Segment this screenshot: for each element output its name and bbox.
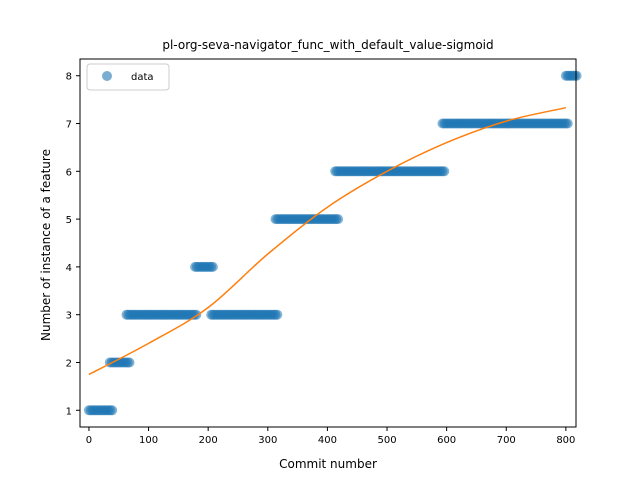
x-tick-label: 0 xyxy=(86,435,92,446)
x-tick-label: 400 xyxy=(318,435,337,446)
y-tick-label: 6 xyxy=(66,167,72,178)
y-tick-label: 4 xyxy=(66,263,72,274)
y-tick-label: 2 xyxy=(66,358,72,369)
legend-marker-data xyxy=(102,71,112,81)
data-point xyxy=(562,118,573,129)
legend: data xyxy=(86,63,170,91)
x-tick-label: 200 xyxy=(199,435,218,446)
x-tick-label: 800 xyxy=(556,435,575,446)
x-tick-label: 700 xyxy=(497,435,516,446)
data-point xyxy=(207,261,218,272)
y-tick-label: 8 xyxy=(66,72,72,83)
x-axis-label: Commit number xyxy=(279,457,377,471)
chart-title: pl-org-seva-navigator_func_with_default_… xyxy=(162,38,493,52)
data-point xyxy=(124,357,135,368)
plot-area: 0 100 200 300 400 500 600 700 800 1 2 3 4 5 6 7 8 xyxy=(66,58,582,446)
data-point xyxy=(272,309,283,320)
y-tick-label: 5 xyxy=(66,215,72,226)
y-tick-label: 7 xyxy=(66,120,72,131)
data-point xyxy=(439,166,450,177)
y-axis-label: Number of instance of a feature xyxy=(39,149,53,341)
fit-line xyxy=(88,106,567,376)
legend-label-data: data xyxy=(131,72,154,83)
data-point xyxy=(333,214,344,225)
data-point xyxy=(571,70,582,81)
y-tick-label: 3 xyxy=(66,311,72,322)
data-point xyxy=(107,405,118,416)
x-tick-label: 100 xyxy=(139,435,158,446)
x-tick-label: 600 xyxy=(437,435,456,446)
x-tick-label: 500 xyxy=(377,435,396,446)
y-tick-label: 1 xyxy=(66,406,72,417)
x-tick-label: 300 xyxy=(258,435,277,446)
legend-box xyxy=(86,63,170,91)
plot-frame xyxy=(79,58,577,428)
